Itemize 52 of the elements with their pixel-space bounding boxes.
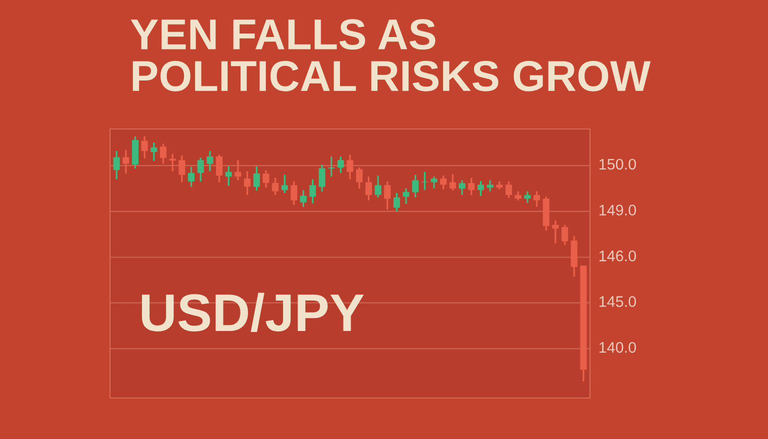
candlestick [534,190,540,208]
candlestick [262,170,270,188]
candlestick [374,174,382,198]
candlestick [178,154,186,184]
candlestick [365,176,372,202]
candlestick [122,149,130,174]
candlestick [486,179,494,192]
candlestick [197,156,204,182]
candlestick [272,176,279,196]
annotation: USD/JPY [142,292,364,332]
candlestick [402,188,410,205]
candlestick [188,166,195,188]
candlestick [356,166,363,190]
candlestick [514,190,522,202]
candlestick [206,150,214,172]
candlestick [412,174,419,198]
text: 145.0 [600,296,636,307]
candlestick [225,165,232,187]
candlestick [150,142,158,162]
chart-title: YEN FALLS AS POLITICAL RISKS GROW [130,19,651,92]
text: 140.0 [600,342,636,353]
candlestick [216,154,223,184]
candlestick [562,224,568,246]
candlestick [524,190,531,204]
candlestick [309,178,316,204]
candlestick [300,189,307,208]
candlestick [346,154,354,180]
candlestick [290,180,298,206]
candlestick [244,170,251,196]
candlestick [169,153,176,172]
candlestick [234,159,242,182]
candlestick [505,180,512,199]
text: 146.0 [600,250,636,262]
text: 149.0 [600,204,636,216]
candlestick [393,192,400,212]
candlestick [449,173,456,192]
candlestick [141,136,148,160]
candlestick [337,156,344,174]
candlestick [458,179,466,196]
candlestick [281,174,288,194]
candlestick [468,176,475,196]
candlestick [318,164,326,192]
candlestick [552,220,559,244]
candlestick [113,150,120,180]
candlestick [430,176,438,190]
candlestick [160,142,166,165]
candlestick [253,165,260,192]
text: 150.0 [600,158,636,170]
candlestick [384,180,391,211]
candlestick [440,174,447,190]
candlestick [477,180,484,197]
candlestick [328,156,335,178]
